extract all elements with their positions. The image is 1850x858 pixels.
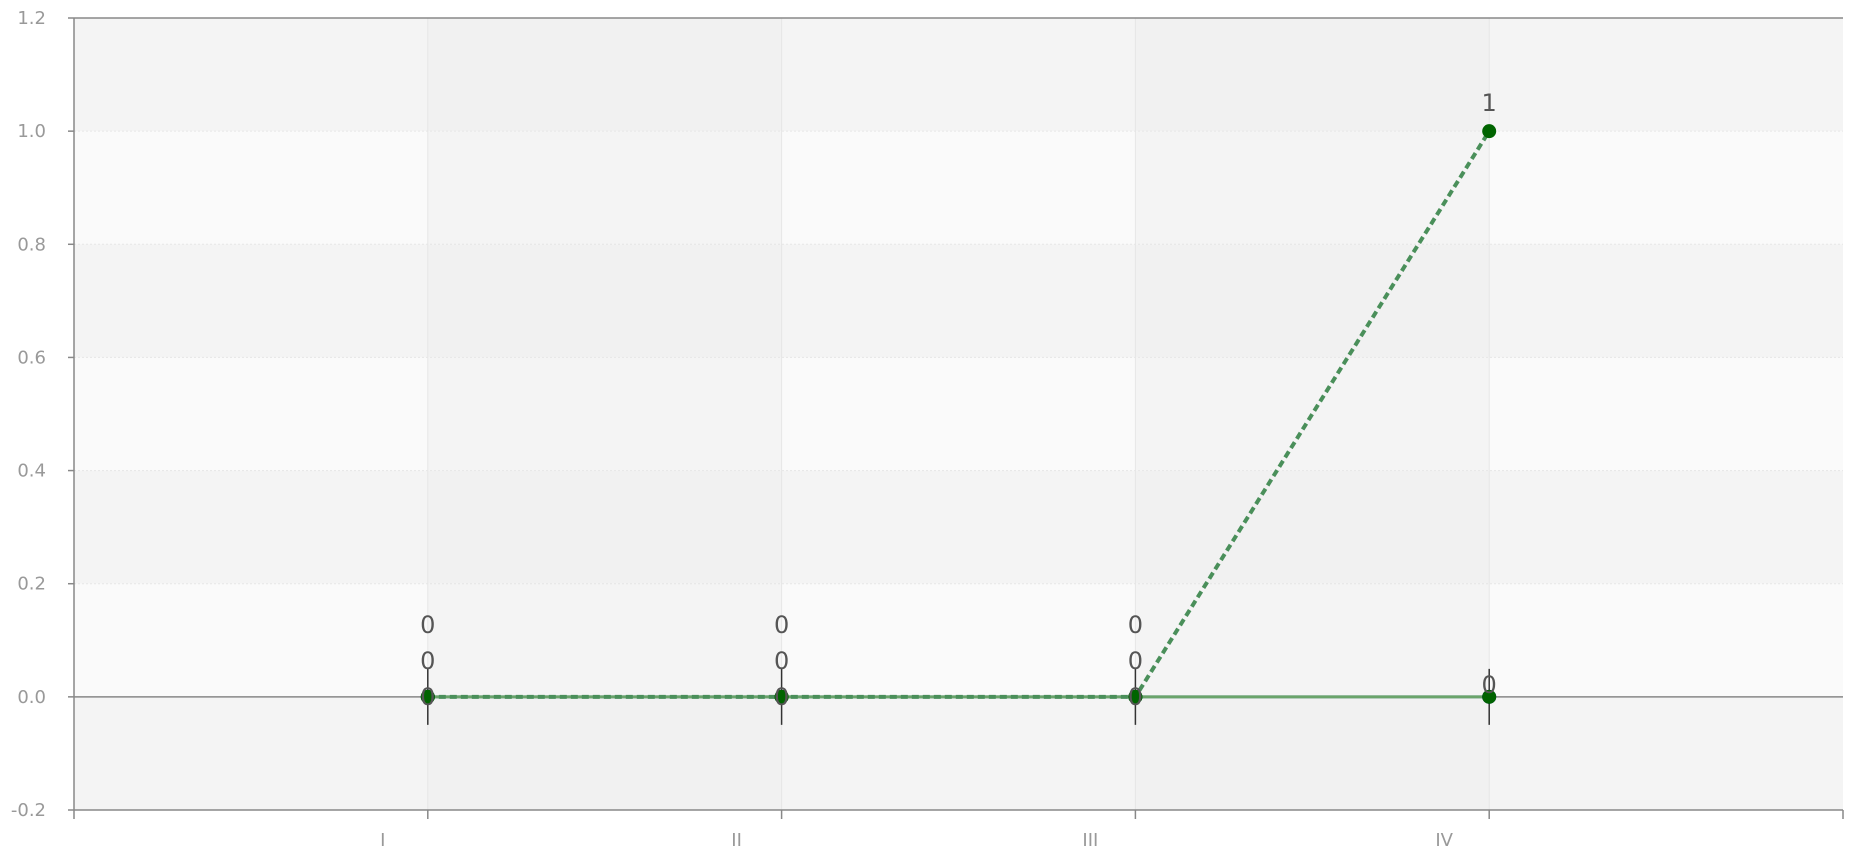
- data-labels: 0 0 0 0 0 0 0 0 0 0 1: [420, 89, 1497, 711]
- series-3-line: [427, 130, 1491, 699]
- plot-band: [1489, 18, 1843, 132]
- plot-band: [74, 131, 428, 245]
- y-axis-tick-labels: 1.2 1.0 0.8 0.6 0.4 0.2 0.0 -0.2: [11, 8, 46, 821]
- series-1-data-label: 0: [1128, 683, 1143, 711]
- series-3-data-label: 0: [774, 611, 789, 639]
- plot-band: [427, 131, 782, 245]
- plot-band: [781, 18, 1136, 132]
- series-3-point: [1128, 689, 1143, 704]
- series-3-point: [420, 689, 435, 704]
- plot-background: [74, 18, 1843, 810]
- series-1-data-label: 0: [774, 683, 789, 711]
- plot-band: [74, 357, 428, 471]
- y-tick-label: -0.2: [11, 800, 46, 821]
- x-tick-label: II: [731, 830, 742, 851]
- series-3-data-label: 0: [420, 611, 435, 639]
- series-2-data-label: 0: [420, 647, 435, 675]
- plot-band: [1135, 18, 1490, 132]
- plot-band: [781, 357, 1136, 471]
- plot-band: [74, 583, 428, 697]
- plot-band: [74, 470, 428, 584]
- plot-band: [1489, 357, 1843, 471]
- plot-band: [1489, 696, 1843, 810]
- plot-band: [1489, 583, 1843, 697]
- x-tick-label: I: [380, 830, 385, 851]
- plot-band: [427, 18, 782, 132]
- plot-band: [781, 131, 1136, 245]
- plot-band: [1489, 131, 1843, 245]
- y-tick-label: 1.2: [17, 8, 46, 29]
- series-1-data-label: 0: [1482, 671, 1497, 699]
- plot-band: [1135, 244, 1490, 358]
- plot-band: [1489, 470, 1843, 584]
- plot-band: [427, 583, 782, 697]
- x-tick-label: III: [1082, 830, 1098, 851]
- plot-band: [1135, 696, 1490, 810]
- series-layer: [420, 124, 1497, 725]
- series-2-data-label: 0: [774, 647, 789, 675]
- plot-band: [1135, 357, 1490, 471]
- plot-band: [427, 244, 782, 358]
- series-3-data-label: 0: [1128, 611, 1143, 639]
- plot-band: [74, 18, 428, 132]
- plot-band: [427, 696, 782, 810]
- y-tick-label: 0.2: [17, 574, 46, 595]
- y-tick-label: 0.4: [17, 461, 46, 482]
- x-axis-tick-labels: I II III IV: [380, 830, 1454, 851]
- series-2-point: [1482, 689, 1497, 704]
- plot-band: [74, 696, 428, 810]
- plot-band: [781, 244, 1136, 358]
- plot-band: [781, 696, 1136, 810]
- plot-band: [427, 470, 782, 584]
- plot-band: [781, 470, 1136, 584]
- x-tick-label: IV: [1435, 830, 1453, 851]
- plot-band: [1489, 244, 1843, 358]
- series-3-point: [774, 689, 789, 704]
- plot-band: [427, 357, 782, 471]
- plot-band: [1135, 583, 1490, 697]
- plot-band: [781, 583, 1136, 697]
- plot-band: [1135, 131, 1490, 245]
- y-tick-label: 0.0: [17, 687, 46, 708]
- series-1-data-label: 0: [420, 683, 435, 711]
- series-3-data-label: 1: [1482, 89, 1497, 117]
- y-tick-label: 1.0: [17, 121, 46, 142]
- series-2-data-label: 0: [1128, 647, 1143, 675]
- y-tick-label: 0.8: [17, 234, 46, 255]
- plot-band: [74, 244, 428, 358]
- plot-band: [1135, 470, 1490, 584]
- series-3-point: [1482, 124, 1497, 139]
- y-tick-label: 0.6: [17, 347, 46, 368]
